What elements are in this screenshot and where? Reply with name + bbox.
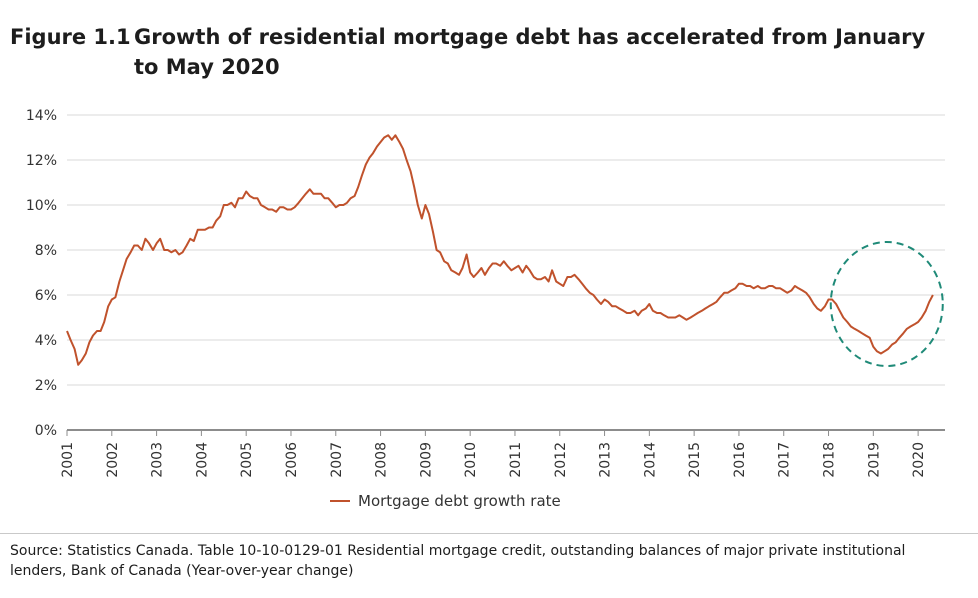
y-tick-label: 14% [26, 108, 57, 124]
x-tick-label: 2013 [598, 442, 614, 478]
x-tick-label: 2002 [105, 442, 121, 478]
x-tick-label: 2007 [329, 442, 345, 478]
x-tick-label: 2018 [822, 442, 838, 478]
y-tick-label: 8% [35, 243, 57, 259]
x-tick-label: 2020 [911, 442, 927, 478]
y-tick-label: 12% [26, 153, 57, 169]
x-tick-label: 2017 [777, 442, 793, 478]
legend-label: Mortgage debt growth rate [358, 492, 561, 510]
x-tick-label: 2019 [866, 442, 882, 478]
y-tick-label: 10% [26, 198, 57, 214]
x-tick-label: 2015 [687, 442, 703, 478]
x-tick-label: 2012 [553, 442, 569, 478]
x-tick-label: 2016 [732, 442, 748, 478]
y-tick-label: 0% [35, 423, 57, 439]
mortgage-growth-line [66, 134, 934, 366]
highlight-circle [829, 241, 944, 367]
x-tick-label: 2010 [463, 442, 479, 478]
figure-title-text: Growth of residential mortgage debt has … [134, 25, 926, 79]
x-tick-label: 2014 [642, 442, 658, 478]
y-tick-label: 4% [35, 333, 57, 349]
x-tick-label: 2006 [284, 442, 300, 478]
figure-number: Figure 1.1 [10, 25, 131, 49]
y-tick-label: 6% [35, 288, 57, 304]
x-tick-label: 2001 [60, 442, 76, 478]
x-tick-label: 2008 [374, 442, 390, 478]
line-chart: 0% 2% 4% 6% 8% 10% 12% 14% 2001 2002 2003 2004 2005 2… [26, 108, 945, 510]
divider [0, 533, 978, 534]
source-note: Source: Statistics Canada. Table 10-10-0… [10, 543, 906, 579]
x-tick-label: 2009 [418, 442, 434, 478]
x-tick-label: 2005 [239, 442, 255, 478]
x-tick-label: 2004 [194, 442, 210, 478]
y-tick-label: 2% [35, 378, 57, 394]
x-tick-label: 2003 [150, 442, 166, 478]
x-tick-label: 2011 [508, 442, 524, 478]
